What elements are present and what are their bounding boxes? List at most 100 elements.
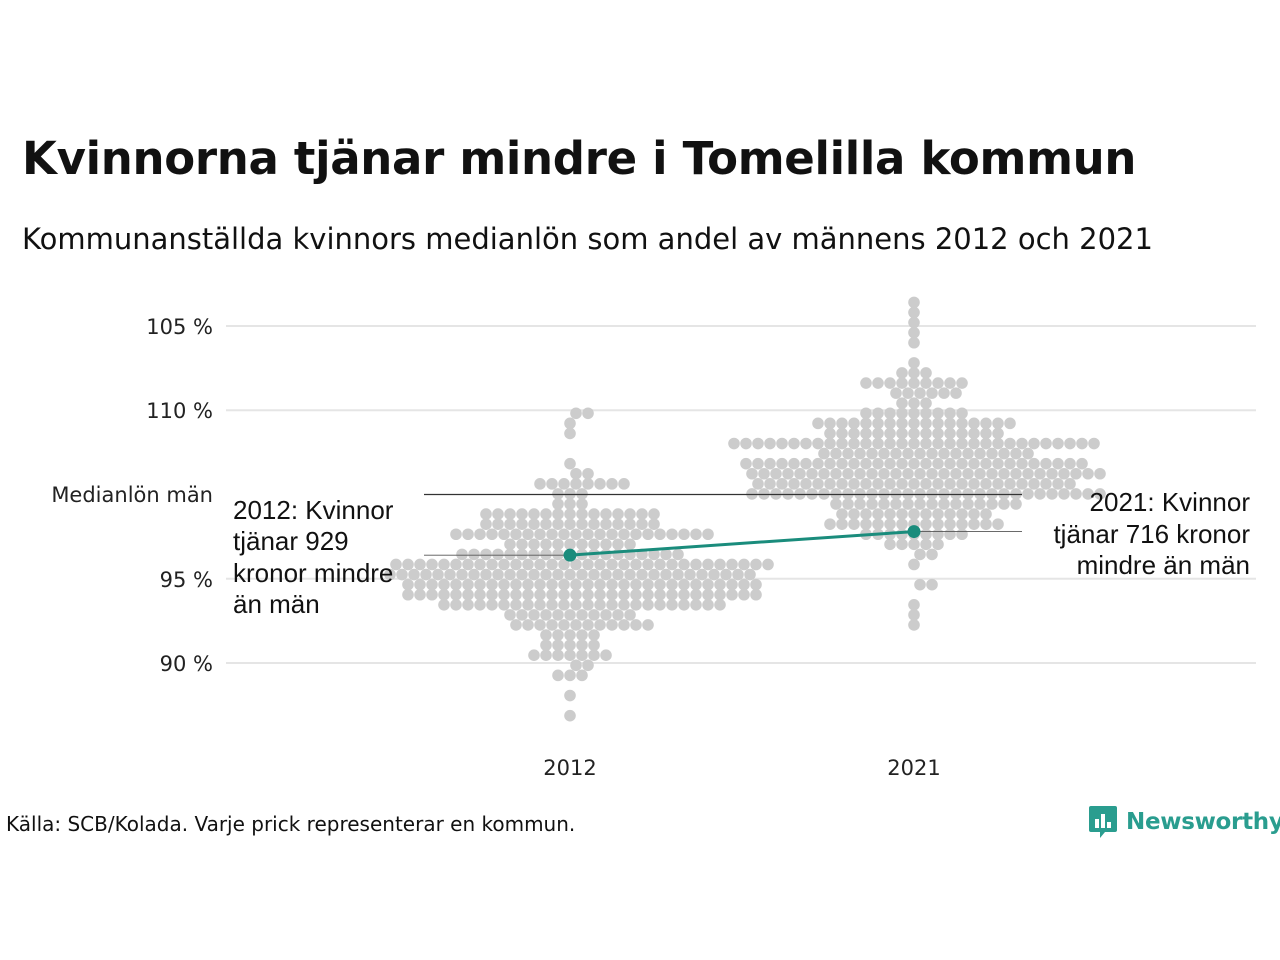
municipality-dot (824, 457, 836, 470)
municipality-dot (576, 669, 588, 682)
y-axis-ticks: 105 % 110 % 95 % 90 % Medianlön män (51, 315, 213, 676)
municipality-dot (914, 387, 926, 399)
municipality-dot (860, 457, 872, 470)
municipality-dot (968, 478, 980, 490)
municipality-dot (522, 558, 534, 571)
municipality-dot (552, 508, 564, 520)
municipality-dot (896, 508, 908, 520)
municipality-dot (908, 538, 920, 551)
municipality-dot (420, 568, 432, 581)
municipality-dot (510, 588, 522, 601)
municipality-dot (480, 518, 492, 530)
municipality-dot (726, 578, 738, 591)
municipality-dot (564, 538, 576, 551)
municipality-dot (812, 478, 824, 490)
x-tick-label: 2021 (887, 756, 940, 780)
municipality-dot (702, 588, 714, 601)
municipality-dot (426, 558, 438, 571)
municipality-dot (980, 508, 992, 520)
municipality-dot (582, 478, 594, 490)
municipality-dot (402, 588, 414, 601)
municipality-dot (564, 609, 576, 621)
municipality-dot (908, 296, 920, 309)
municipality-dot (726, 588, 738, 601)
municipality-dot (848, 508, 860, 520)
municipality-dot (932, 538, 944, 551)
municipality-dot (1010, 447, 1022, 460)
annotation-2012-line: kronor mindre (233, 558, 393, 588)
municipality-dot (860, 417, 872, 430)
y-tick-label: 90 % (160, 652, 213, 676)
municipality-dot (576, 629, 588, 641)
municipality-dot (884, 478, 896, 490)
municipality-dot (1022, 488, 1034, 500)
municipality-dot (830, 498, 842, 510)
municipality-dot (932, 407, 944, 420)
municipality-dot (944, 417, 956, 430)
municipality-dot (612, 518, 624, 530)
municipality-dot (486, 588, 498, 601)
municipality-dot (492, 548, 504, 561)
highlight-point (563, 548, 577, 562)
municipality-dot (630, 528, 642, 541)
municipality-dot (528, 609, 540, 621)
municipality-dot (618, 578, 630, 591)
municipality-dot (1028, 478, 1040, 490)
municipality-dot (890, 467, 902, 480)
municipality-dot (746, 467, 758, 480)
municipality-dot (750, 578, 762, 591)
municipality-dot (528, 508, 540, 520)
municipality-dot (504, 548, 516, 561)
municipality-dot (558, 619, 570, 631)
municipality-dot (546, 619, 558, 631)
municipality-dot (432, 568, 444, 581)
municipality-dot (728, 437, 740, 450)
municipality-dot (908, 417, 920, 430)
municipality-dot (1028, 457, 1040, 470)
municipality-dot (588, 609, 600, 621)
municipality-dot (776, 478, 788, 490)
municipality-dot (902, 387, 914, 399)
municipality-dot (462, 588, 474, 601)
municipality-dot (914, 447, 926, 460)
municipality-dot (938, 387, 950, 399)
municipality-dot (740, 457, 752, 470)
municipality-dot (744, 568, 756, 581)
municipality-dot (450, 599, 462, 611)
municipality-dot (830, 467, 842, 480)
municipality-dot (384, 568, 396, 581)
municipality-dot (986, 447, 998, 460)
municipality-dot (600, 538, 612, 551)
municipality-dot (582, 528, 594, 541)
municipality-dot (570, 619, 582, 631)
municipality-dot (564, 417, 576, 430)
x-tick-label: 2012 (543, 756, 596, 780)
municipality-dot (582, 588, 594, 601)
municipality-dot (522, 578, 534, 591)
municipality-dot (920, 457, 932, 470)
municipality-dot (914, 467, 926, 480)
municipality-dot (860, 478, 872, 490)
municipality-dot (582, 578, 594, 591)
municipality-dot (800, 457, 812, 470)
municipality-dot (654, 578, 666, 591)
municipality-dot (932, 427, 944, 440)
municipality-dot (1016, 478, 1028, 490)
newsworthy-logo[interactable]: Newsworthy (1088, 804, 1280, 840)
municipality-dot (396, 568, 408, 581)
municipality-dot (968, 427, 980, 440)
municipality-dot (944, 508, 956, 520)
municipality-dot (998, 498, 1010, 510)
municipality-dot (624, 508, 636, 520)
municipality-dot (606, 528, 618, 541)
municipality-dot (764, 457, 776, 470)
municipality-dot (824, 478, 836, 490)
municipality-dot (588, 629, 600, 641)
municipality-dot (654, 528, 666, 541)
municipality-dot (702, 558, 714, 571)
municipality-dot (690, 528, 702, 541)
municipality-dot (788, 457, 800, 470)
annotation-2012-line: än män (233, 589, 320, 619)
chart-title: Kvinnorna tjänar mindre i Tomelilla komm… (22, 132, 1137, 185)
municipality-dot (510, 599, 522, 611)
